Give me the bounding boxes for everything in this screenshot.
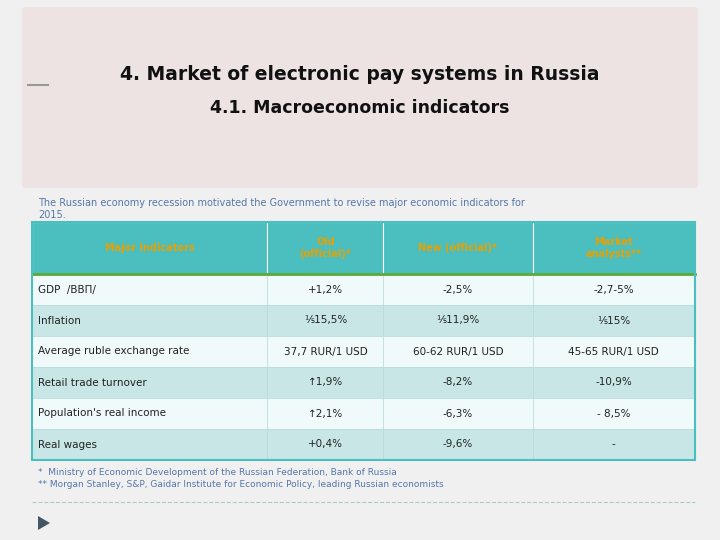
Bar: [267, 274, 383, 305]
Text: 4.1. Macroeconomic indicators: 4.1. Macroeconomic indicators: [210, 99, 510, 117]
Bar: [32, 222, 695, 460]
Text: Market
analysts**: Market analysts**: [586, 237, 642, 259]
Text: -9,6%: -9,6%: [443, 440, 473, 449]
Text: Major Indicators: Major Indicators: [105, 243, 194, 253]
Bar: [533, 274, 695, 305]
Polygon shape: [38, 516, 50, 530]
Text: ** Morgan Stanley, S&P, Gaidar Institute for Economic Policy, leading Russian ec: ** Morgan Stanley, S&P, Gaidar Institute…: [38, 480, 444, 489]
Text: Average ruble exchange rate: Average ruble exchange rate: [38, 347, 189, 356]
Text: Real wages: Real wages: [38, 440, 97, 449]
Bar: [267, 222, 383, 274]
Text: Retail trade turnover: Retail trade turnover: [38, 377, 147, 388]
Bar: [383, 222, 533, 274]
Bar: [32, 305, 267, 336]
Bar: [383, 336, 533, 367]
Bar: [267, 367, 383, 398]
Bar: [533, 367, 695, 398]
Text: 2015.: 2015.: [38, 210, 66, 220]
Text: -10,9%: -10,9%: [595, 377, 632, 388]
Text: +0,4%: +0,4%: [308, 440, 343, 449]
Text: -6,3%: -6,3%: [443, 408, 473, 418]
Text: -8,2%: -8,2%: [443, 377, 473, 388]
Text: ⅕15,5%: ⅕15,5%: [304, 315, 347, 326]
Text: Population's real income: Population's real income: [38, 408, 166, 418]
Bar: [383, 367, 533, 398]
Text: +1,2%: +1,2%: [308, 285, 343, 294]
Text: ⅕11,9%: ⅕11,9%: [436, 315, 480, 326]
Bar: [383, 398, 533, 429]
Bar: [267, 429, 383, 460]
Text: *  Ministry of Economic Development of the Russian Federation, Bank of Russia: * Ministry of Economic Development of th…: [38, 468, 397, 477]
Bar: [533, 429, 695, 460]
Text: 45-65 RUR/1 USD: 45-65 RUR/1 USD: [568, 347, 659, 356]
Text: The Russian economy recession motivated the Government to revise major economic : The Russian economy recession motivated …: [38, 198, 525, 208]
Bar: [32, 367, 267, 398]
Text: ⅕15%: ⅕15%: [597, 315, 631, 326]
FancyBboxPatch shape: [22, 7, 698, 188]
Bar: [32, 222, 267, 274]
Bar: [32, 398, 267, 429]
Text: GDP  /ВВП/: GDP /ВВП/: [38, 285, 96, 294]
Bar: [533, 398, 695, 429]
Bar: [533, 222, 695, 274]
Bar: [533, 336, 695, 367]
Text: ↑1,9%: ↑1,9%: [307, 377, 343, 388]
Text: New (official)*: New (official)*: [418, 243, 498, 253]
Text: ↑2,1%: ↑2,1%: [307, 408, 343, 418]
Bar: [267, 305, 383, 336]
Text: -: -: [612, 440, 616, 449]
Bar: [32, 429, 267, 460]
Bar: [267, 398, 383, 429]
Bar: [32, 336, 267, 367]
Bar: [267, 336, 383, 367]
Bar: [32, 274, 267, 305]
Bar: [383, 305, 533, 336]
Text: -2,7-5%: -2,7-5%: [593, 285, 634, 294]
Bar: [533, 305, 695, 336]
Text: -2,5%: -2,5%: [443, 285, 473, 294]
Text: 37,7 RUR/1 USD: 37,7 RUR/1 USD: [284, 347, 367, 356]
Text: 60-62 RUR/1 USD: 60-62 RUR/1 USD: [413, 347, 503, 356]
Bar: [383, 274, 533, 305]
Text: Old
(official)*: Old (official)*: [300, 237, 351, 259]
Bar: [383, 429, 533, 460]
Text: - 8,5%: - 8,5%: [597, 408, 631, 418]
Text: Inflation: Inflation: [38, 315, 81, 326]
Text: 4. Market of electronic pay systems in Russia: 4. Market of electronic pay systems in R…: [120, 65, 600, 84]
